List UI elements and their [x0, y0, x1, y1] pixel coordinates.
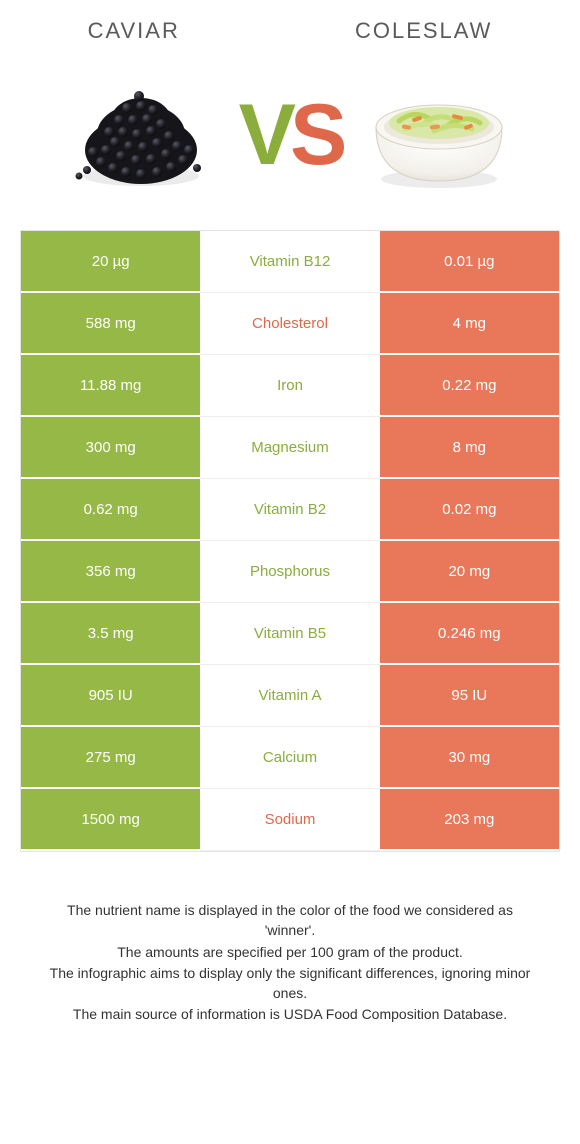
header: CAVIAR COLESLAW	[0, 0, 580, 50]
table-row: 356 mgPhosphorus20 mg	[21, 541, 559, 603]
table-row: 0.62 mgVitamin B20.02 mg	[21, 479, 559, 541]
left-value: 356 mg	[21, 541, 200, 603]
left-value: 275 mg	[21, 727, 200, 789]
vs-label: V S	[239, 86, 342, 185]
left-value: 20 µg	[21, 231, 200, 293]
nutrient-label: Magnesium	[200, 417, 379, 479]
table-row: 3.5 mgVitamin B50.246 mg	[21, 603, 559, 665]
nutrient-label: Cholesterol	[200, 293, 379, 355]
left-value: 1500 mg	[21, 789, 200, 851]
vs-s: S	[290, 86, 341, 185]
nutrient-label: Vitamin B5	[200, 603, 379, 665]
left-value: 3.5 mg	[21, 603, 200, 665]
vs-v: V	[239, 86, 290, 185]
caviar-image	[61, 70, 221, 200]
table-row: 300 mgMagnesium8 mg	[21, 417, 559, 479]
right-value: 0.22 mg	[380, 355, 559, 417]
table-row: 588 mgCholesterol4 mg	[21, 293, 559, 355]
title-left: CAVIAR	[88, 18, 180, 44]
right-value: 30 mg	[380, 727, 559, 789]
left-value: 0.62 mg	[21, 479, 200, 541]
right-value: 0.02 mg	[380, 479, 559, 541]
right-value: 0.246 mg	[380, 603, 559, 665]
right-value: 8 mg	[380, 417, 559, 479]
left-value: 905 IU	[21, 665, 200, 727]
nutrient-label: Sodium	[200, 789, 379, 851]
table-row: 20 µgVitamin B120.01 µg	[21, 231, 559, 293]
footer-line: The main source of information is USDA F…	[40, 1004, 540, 1024]
left-value: 300 mg	[21, 417, 200, 479]
comparison-table: 20 µgVitamin B120.01 µg588 mgCholesterol…	[20, 230, 560, 852]
table-row: 275 mgCalcium30 mg	[21, 727, 559, 789]
right-value: 20 mg	[380, 541, 559, 603]
right-value: 95 IU	[380, 665, 559, 727]
nutrient-label: Vitamin B2	[200, 479, 379, 541]
nutrient-label: Vitamin A	[200, 665, 379, 727]
nutrient-label: Phosphorus	[200, 541, 379, 603]
nutrient-label: Vitamin B12	[200, 231, 379, 293]
table-row: 1500 mgSodium203 mg	[21, 789, 559, 851]
footer-line: The infographic aims to display only the…	[40, 963, 540, 1004]
table-row: 905 IUVitamin A95 IU	[21, 665, 559, 727]
footer-line: The amounts are specified per 100 gram o…	[40, 942, 540, 962]
footer-line: The nutrient name is displayed in the co…	[40, 900, 540, 941]
left-value: 588 mg	[21, 293, 200, 355]
footer: The nutrient name is displayed in the co…	[0, 852, 580, 1046]
nutrient-label: Iron	[200, 355, 379, 417]
hero: V S	[0, 50, 580, 230]
right-value: 203 mg	[380, 789, 559, 851]
nutrient-label: Calcium	[200, 727, 379, 789]
title-right: COLESLAW	[355, 18, 492, 44]
table-row: 11.88 mgIron0.22 mg	[21, 355, 559, 417]
right-value: 0.01 µg	[380, 231, 559, 293]
coleslaw-image	[359, 70, 519, 200]
right-value: 4 mg	[380, 293, 559, 355]
left-value: 11.88 mg	[21, 355, 200, 417]
